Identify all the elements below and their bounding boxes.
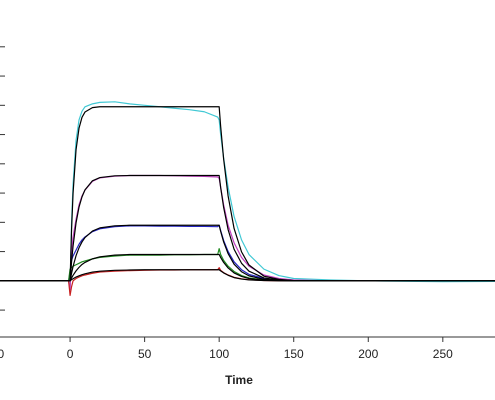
x-tick-label: 50 bbox=[138, 347, 152, 361]
x-axis-label: Time bbox=[225, 373, 253, 387]
sensorgram-curve bbox=[0, 106, 495, 282]
x-tick-label: 150 bbox=[284, 347, 304, 361]
x-tick-label: 0 bbox=[67, 347, 74, 361]
sensorgram-curve bbox=[0, 174, 495, 282]
x-tick-label: 100 bbox=[209, 347, 229, 361]
x-tick-label: -50 bbox=[0, 347, 5, 361]
x-tick-label: 250 bbox=[433, 347, 453, 361]
x-tick-label: 200 bbox=[358, 347, 378, 361]
sensorgram-curve bbox=[0, 269, 495, 282]
sensorgram-curve bbox=[0, 101, 495, 291]
